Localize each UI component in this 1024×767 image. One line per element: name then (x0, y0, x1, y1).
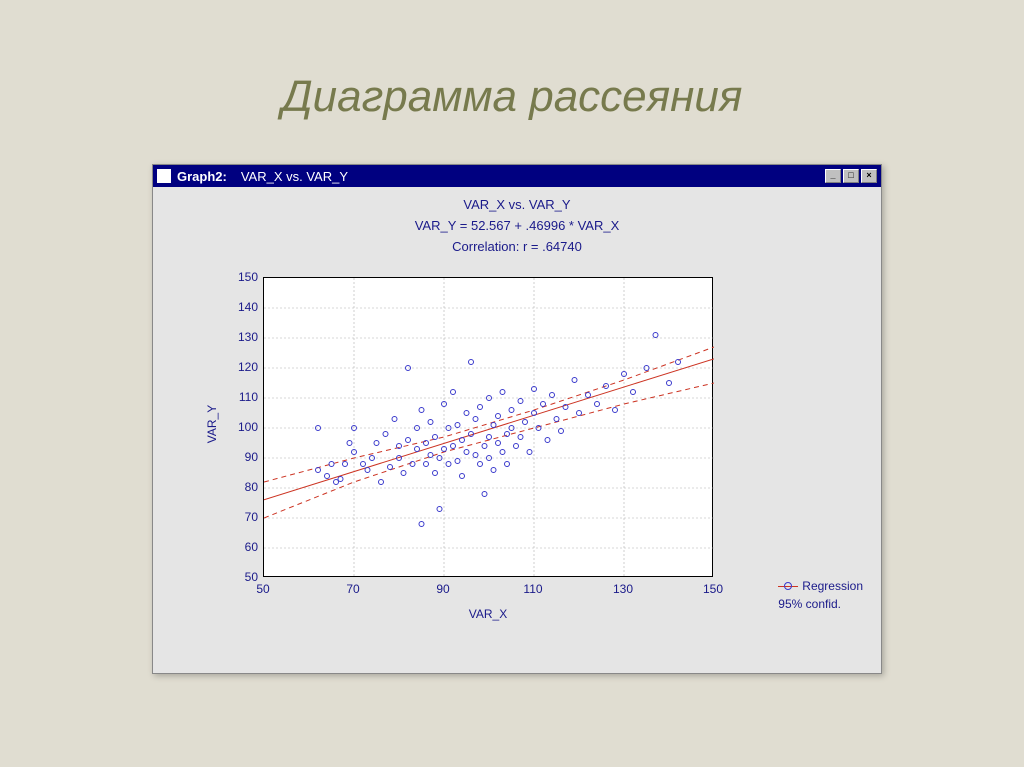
x-tick-label: 150 (693, 582, 733, 596)
y-tick-label: 150 (218, 270, 258, 284)
chart-client-area: VAR_X vs. VAR_Y VAR_Y = 52.567 + .46996 … (153, 187, 881, 673)
x-tick-label: 110 (513, 582, 553, 596)
y-tick-label: 140 (218, 300, 258, 314)
window-title-prefix: Graph2: (177, 169, 227, 184)
x-tick-label: 130 (603, 582, 643, 596)
y-tick-label: 100 (218, 420, 258, 434)
legend-line-1: Regression (802, 579, 863, 593)
x-tick-label: 50 (243, 582, 283, 596)
y-tick-label: 80 (218, 480, 258, 494)
chart-title-2: VAR_Y = 52.567 + .46996 * VAR_X (153, 216, 881, 237)
window-buttons: _ □ × (825, 169, 877, 183)
slide-title: Диаграмма рассеяния (0, 72, 1024, 122)
legend: Regression 95% confid. (778, 577, 863, 613)
window-icon (157, 169, 171, 183)
legend-line-2: 95% confid. (778, 595, 863, 613)
legend-marker-icon (778, 582, 798, 590)
graph-window: Graph2: VAR_X vs. VAR_Y _ □ × VAR_X vs. … (152, 164, 882, 674)
plot-svg (264, 278, 714, 578)
y-tick-label: 120 (218, 360, 258, 374)
x-axis-label: VAR_X (263, 607, 713, 621)
y-tick-label: 60 (218, 540, 258, 554)
x-tick-label: 70 (333, 582, 373, 596)
maximize-button[interactable]: □ (843, 169, 859, 183)
plot-area (263, 277, 713, 577)
chart-title-1: VAR_X vs. VAR_Y (153, 195, 881, 216)
window-titlebar: Graph2: VAR_X vs. VAR_Y _ □ × (153, 165, 881, 187)
y-tick-label: 110 (218, 390, 258, 404)
chart-titles: VAR_X vs. VAR_Y VAR_Y = 52.567 + .46996 … (153, 195, 881, 257)
y-tick-label: 90 (218, 450, 258, 464)
close-button[interactable]: × (861, 169, 877, 183)
minimize-button[interactable]: _ (825, 169, 841, 183)
y-tick-label: 70 (218, 510, 258, 524)
chart-title-3: Correlation: r = .64740 (153, 237, 881, 258)
window-title-rest: VAR_X vs. VAR_Y (241, 169, 348, 184)
x-tick-label: 90 (423, 582, 463, 596)
y-tick-label: 130 (218, 330, 258, 344)
